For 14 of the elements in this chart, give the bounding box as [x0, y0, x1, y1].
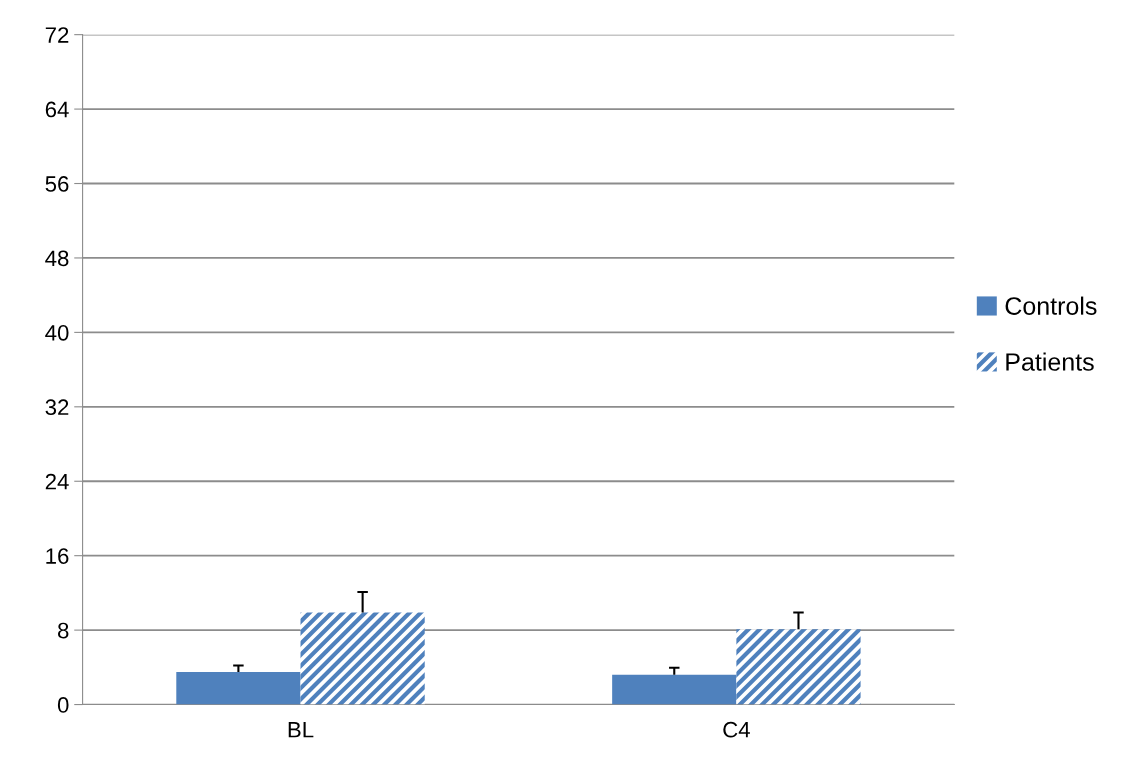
- x-tick-label: C4: [723, 721, 750, 738]
- legend-label: Controls: [1005, 296, 1097, 315]
- legend-label: Patients: [1006, 352, 1094, 371]
- y-tick-label: 72: [45, 27, 69, 43]
- y-tick-label: 32: [45, 399, 69, 416]
- y-tick-label: 24: [45, 473, 69, 490]
- y-tick-label: 0: [57, 697, 69, 713]
- y-tick-label: 40: [45, 324, 69, 341]
- y-tick-label: 16: [46, 548, 69, 564]
- y-tick-label: 8: [58, 622, 69, 639]
- y-tick-label: 64: [45, 101, 69, 118]
- y-tick-label: 48: [45, 250, 69, 267]
- y-tick-label: 56: [45, 176, 69, 192]
- x-tick-label: BL: [288, 722, 314, 738]
